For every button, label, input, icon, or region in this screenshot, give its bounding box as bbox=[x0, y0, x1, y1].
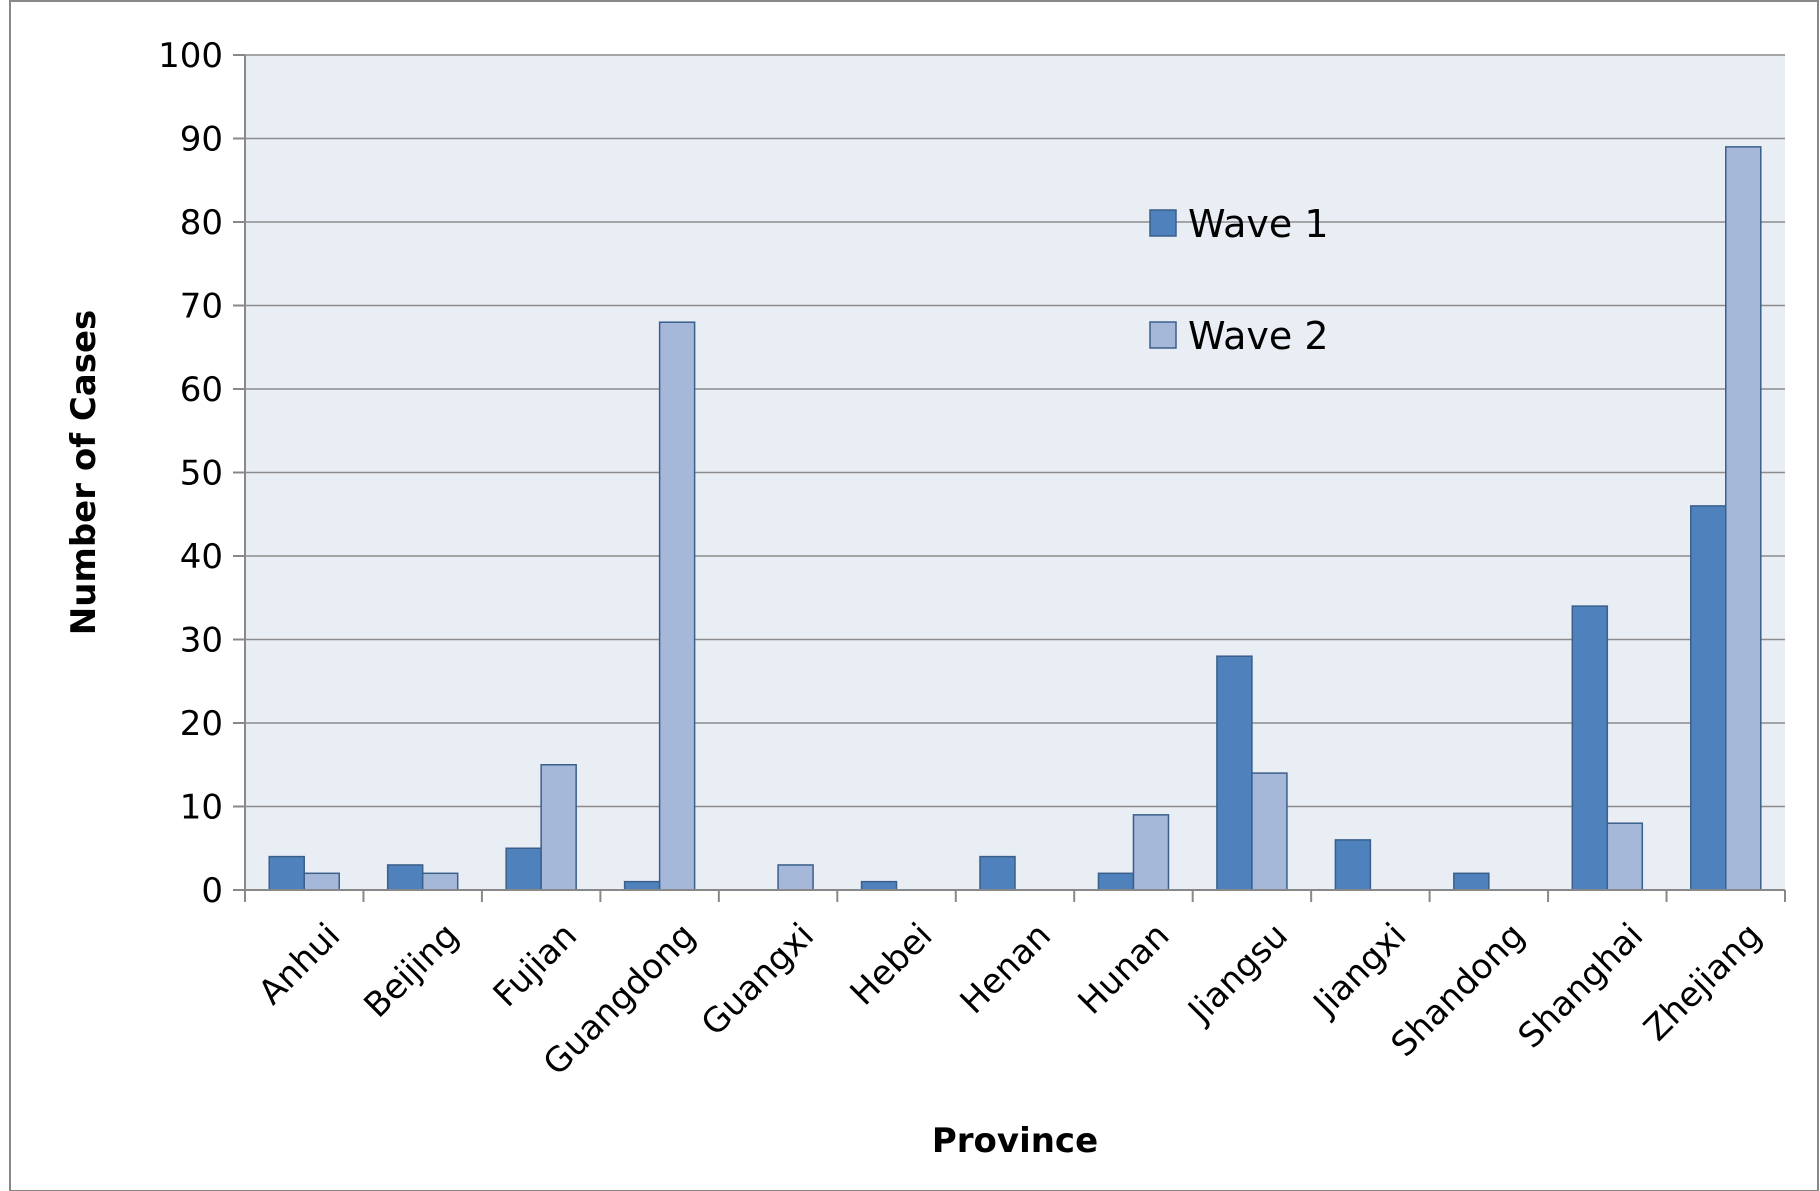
gridlines bbox=[245, 54, 1785, 808]
bar-wave2-beijing bbox=[421, 872, 459, 891]
bar-wave1-shanghai bbox=[1571, 605, 1609, 891]
bar-wave2-guangxi bbox=[777, 864, 814, 891]
legend-swatch-2 bbox=[1149, 321, 1177, 349]
bars bbox=[268, 146, 1762, 891]
y-tick-label: 10 bbox=[180, 788, 223, 828]
y-axis-title: Number of Cases bbox=[64, 310, 104, 636]
bar-wave2-shanghai bbox=[1606, 822, 1644, 891]
bar-wave1-hunan bbox=[1097, 872, 1135, 891]
legend-swatch-1 bbox=[1149, 209, 1177, 237]
bar-wave2-anhui bbox=[303, 872, 340, 891]
bar-wave1-zhejiang bbox=[1690, 505, 1727, 891]
bar-wave1-shandong bbox=[1453, 872, 1490, 891]
bar-wave1-jiangxi bbox=[1334, 839, 1372, 891]
legend-label-2: Wave 2 bbox=[1188, 314, 1329, 358]
y-tick-label: 80 bbox=[180, 203, 223, 243]
y-tick-label: 70 bbox=[180, 287, 223, 327]
y-tick-label: 0 bbox=[201, 871, 223, 911]
bar-wave2-fujian bbox=[540, 764, 577, 891]
bar-wave2-zhejiang bbox=[1725, 146, 1762, 891]
y-tick-labels: 0 10 20 30 40 50 60 70 80 90 100 bbox=[158, 36, 223, 911]
bar-wave1-fujian bbox=[505, 847, 542, 891]
y-tick-label: 20 bbox=[180, 704, 223, 744]
legend-label-1: Wave 1 bbox=[1188, 202, 1329, 246]
bar-wave1-beijing bbox=[386, 864, 424, 891]
bar-wave2-hunan bbox=[1132, 814, 1170, 891]
y-tick-label: 100 bbox=[158, 36, 223, 76]
bar-wave2-jiangsu bbox=[1251, 772, 1288, 891]
bar-wave1-jiangsu bbox=[1216, 655, 1253, 891]
y-tick-label: 50 bbox=[180, 454, 223, 494]
y-tick-label: 60 bbox=[180, 370, 223, 410]
y-tick-label: 40 bbox=[180, 537, 223, 577]
axes bbox=[233, 54, 1786, 902]
bar-wave2-guangdong bbox=[658, 321, 696, 891]
y-tick-label: 30 bbox=[180, 621, 223, 661]
bar-wave1-anhui bbox=[268, 855, 305, 891]
bar-wave1-guangdong bbox=[623, 880, 661, 891]
bar-wave1-hebei bbox=[860, 880, 898, 891]
x-axis-title: Province bbox=[932, 1121, 1098, 1161]
bar-wave1-henan bbox=[979, 855, 1016, 891]
legend: Wave 1 Wave 2 bbox=[1149, 202, 1329, 358]
y-tick-label: 90 bbox=[180, 120, 223, 160]
